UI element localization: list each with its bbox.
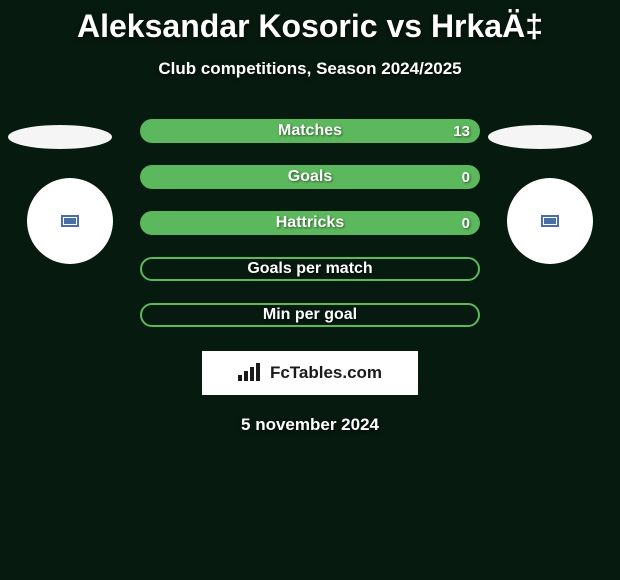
stat-bar-value: 0 bbox=[462, 215, 470, 232]
stat-bar-label: Goals bbox=[288, 168, 332, 186]
content-wrapper: Aleksandar Kosoric vs HrkaÄ‡ Club compet… bbox=[0, 0, 620, 580]
flag-right-icon bbox=[540, 214, 560, 228]
stat-bar-label: Matches bbox=[278, 122, 342, 140]
stat-bar-label: Min per goal bbox=[263, 306, 357, 324]
stat-bar-label: Hattricks bbox=[276, 214, 344, 232]
player-left-avatar bbox=[27, 178, 113, 264]
stat-bar-value: 13 bbox=[453, 123, 470, 140]
stat-bar: Matches 13 bbox=[140, 119, 480, 143]
player-left-ellipse bbox=[8, 125, 112, 149]
stat-bars: Matches 13 Goals 0 Hattricks 0 Goals per match… bbox=[140, 119, 480, 327]
chart-icon bbox=[238, 361, 264, 386]
stat-bar-label: Goals per match bbox=[247, 260, 372, 278]
badge-text: FcTables.com bbox=[270, 363, 382, 383]
stat-bar-value: 0 bbox=[462, 169, 470, 186]
date-label: 5 november 2024 bbox=[241, 415, 379, 435]
flag-left-icon bbox=[60, 214, 80, 228]
page-title: Aleksandar Kosoric vs HrkaÄ‡ bbox=[77, 8, 543, 45]
subtitle: Club competitions, Season 2024/2025 bbox=[158, 59, 461, 79]
comparison-area: Matches 13 Goals 0 Hattricks 0 Goals per match… bbox=[0, 119, 620, 327]
stat-bar: Min per goal bbox=[140, 303, 480, 327]
stat-bar: Goals per match bbox=[140, 257, 480, 281]
source-badge: FcTables.com bbox=[202, 351, 418, 395]
stat-bar: Hattricks 0 bbox=[140, 211, 480, 235]
player-right-avatar bbox=[507, 178, 593, 264]
player-right-ellipse bbox=[488, 125, 592, 149]
stat-bar: Goals 0 bbox=[140, 165, 480, 189]
